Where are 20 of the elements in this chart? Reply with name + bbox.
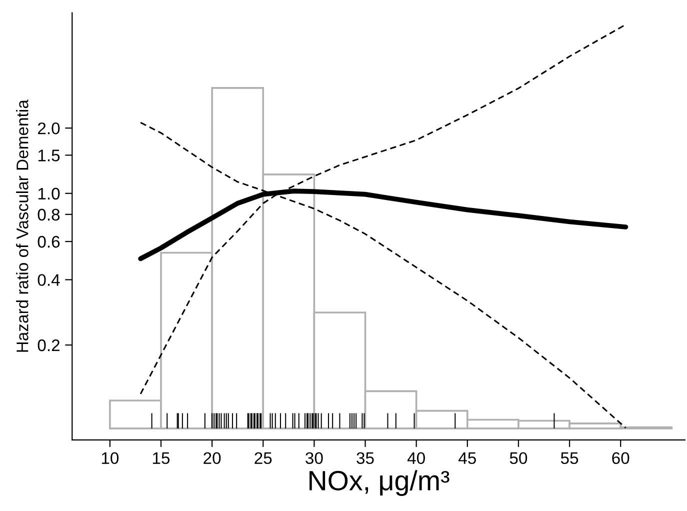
y-tick-label: 0.2	[38, 339, 60, 352]
x-axis-title: NOx, μg/m³	[310, 470, 450, 496]
x-tick-label: 60	[612, 452, 630, 464]
x-tick-label: 10	[102, 452, 119, 464]
y-tick-label: 2.0	[38, 122, 60, 134]
x-tick-label: 55	[560, 452, 578, 464]
x-tick-label: 45	[458, 452, 476, 464]
x-tick-label: 40	[407, 452, 425, 464]
y-tick-label: 1.5	[38, 150, 60, 162]
y-tick-label: 0.4	[38, 274, 60, 286]
y-tick-label: 0.8	[38, 208, 60, 221]
x-tick-label: 30	[306, 452, 323, 464]
y-tick-label: 1.0	[38, 188, 60, 200]
x-tick-label: 50	[510, 452, 528, 464]
y-tick-label: 0.6	[38, 236, 60, 248]
x-tick-label: 25	[254, 452, 272, 464]
x-tick-label: 15	[152, 452, 170, 464]
x-tick-label: 20	[204, 452, 221, 464]
y-axis-title: Hazard ratio of Vascular Dementia	[16, 100, 28, 352]
x-tick-label: 35	[356, 452, 374, 464]
